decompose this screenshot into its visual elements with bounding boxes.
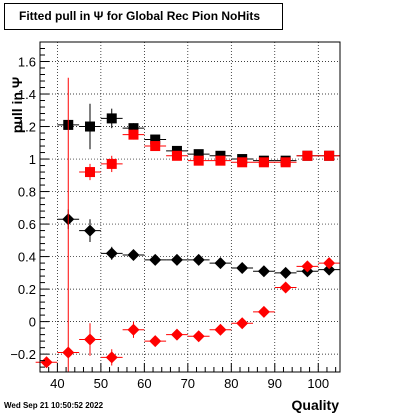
square-marker — [106, 113, 117, 124]
square-marker — [150, 141, 161, 152]
y-tick-label: 0.4 — [18, 250, 36, 265]
diamond-marker — [214, 257, 227, 270]
y-tick-label: 1.4 — [18, 87, 36, 102]
diamond-marker — [105, 351, 118, 364]
y-axis-label: pull in Ψ — [9, 77, 25, 133]
square-marker — [85, 167, 95, 178]
y-tick-label: 0.2 — [18, 282, 36, 297]
square-marker — [237, 157, 248, 168]
y-tick-label: 1.2 — [18, 120, 36, 135]
square-marker — [150, 134, 161, 145]
x-tick-label: 50 — [94, 376, 108, 391]
diamond-marker — [192, 330, 205, 343]
square-marker — [258, 157, 269, 168]
plot-frame — [39, 41, 341, 373]
diamond-marker — [170, 328, 183, 341]
y-tick-label: 0 — [29, 315, 36, 330]
diamond-marker — [279, 266, 292, 279]
square-marker — [106, 158, 117, 169]
square-marker — [128, 123, 139, 134]
diamond-marker — [257, 265, 270, 278]
diamond-marker — [170, 253, 183, 266]
x-axis-label: Quality — [292, 397, 340, 413]
x-tick-label: 80 — [224, 376, 238, 391]
diamond-marker — [84, 333, 96, 346]
diamond-marker — [127, 248, 140, 261]
square-marker — [128, 129, 139, 140]
diamond-marker — [192, 253, 205, 266]
diamond-marker — [214, 323, 227, 336]
square-marker — [85, 121, 95, 132]
y-tick-label: 1.6 — [18, 55, 36, 70]
grid-lines — [40, 42, 340, 372]
diamond-marker — [127, 323, 140, 336]
diamond-marker — [236, 261, 249, 274]
y-tick-label: 0.6 — [18, 217, 36, 232]
square-marker — [280, 157, 291, 168]
diamond-marker — [40, 356, 53, 369]
y-tick-label: 1 — [29, 152, 36, 167]
square-marker — [171, 150, 182, 161]
square-marker — [193, 155, 204, 166]
square-marker — [324, 150, 335, 161]
timestamp: Wed Sep 21 10:50:52 2022 — [4, 401, 104, 410]
axes: 40 50 60 70 80 90 100 −0.2 0 0.2 0.4 0.6 0.8 1 1.2 1.4 1… — [10, 48, 337, 391]
x-tick-label: 40 — [50, 376, 64, 391]
diamond-marker — [105, 247, 118, 260]
diamond-marker — [279, 281, 292, 294]
x-tick-label: 90 — [268, 376, 282, 391]
square-marker — [193, 149, 204, 160]
square-marker — [215, 155, 226, 166]
diamond-marker — [301, 260, 314, 273]
x-tick-label: 70 — [181, 376, 195, 391]
diamond-marker — [62, 346, 75, 359]
x-tick-label: 60 — [137, 376, 151, 391]
chart-title: Fitted pull in Ψ for Global Rec Pion NoH… — [4, 3, 283, 30]
y-tick-label: 0.8 — [18, 185, 36, 200]
y-tick-label: −0.2 — [10, 347, 36, 362]
diamond-marker — [149, 253, 162, 266]
diamond-marker — [149, 335, 162, 348]
data-points — [35, 77, 340, 372]
square-marker — [302, 150, 313, 161]
diamond-marker — [323, 263, 336, 276]
diamond-marker — [323, 257, 336, 270]
diamond-marker — [257, 305, 270, 318]
diamond-marker — [84, 224, 96, 237]
diamond-marker — [236, 317, 249, 330]
x-tick-label: 100 — [307, 376, 329, 391]
